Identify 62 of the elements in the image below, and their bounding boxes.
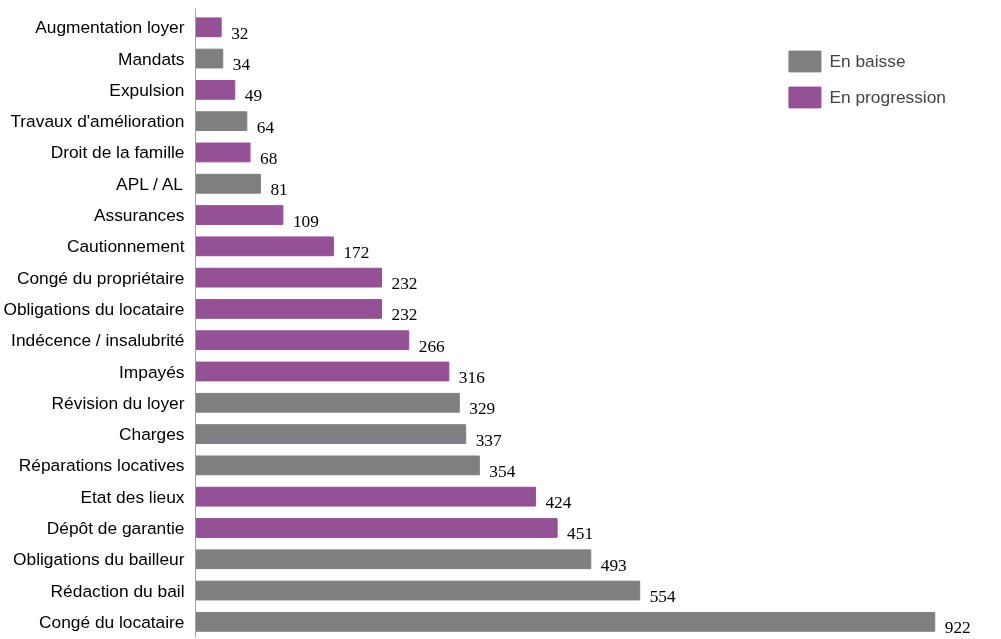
legend-label: En baisse — [829, 50, 906, 72]
y-tick-label: Expulsion — [109, 79, 185, 100]
data-label: 337 — [475, 430, 503, 450]
data-label: 329 — [469, 399, 496, 419]
bar — [195, 267, 383, 288]
y-tick-label: Augmentation loyer — [35, 17, 185, 38]
y-tick-label: Congé du propriétaire — [16, 267, 185, 288]
bar — [195, 173, 261, 194]
bar — [195, 424, 467, 444]
y-tick-label: Indécence / insalubrité — [11, 330, 185, 351]
data-label: 451 — [567, 524, 594, 544]
y-tick-label: APL / AL — [116, 173, 184, 194]
bar — [195, 549, 592, 570]
data-label: 922 — [944, 618, 971, 638]
bar — [195, 486, 536, 507]
y-tick-label: Obligations du locataire — [3, 298, 185, 319]
y-tick-label: Dépôt de garantie — [46, 517, 185, 538]
data-label: 232 — [391, 305, 418, 325]
bar — [195, 361, 450, 382]
bar — [195, 392, 460, 413]
bar — [195, 205, 284, 225]
y-tick-label: Mandats — [118, 48, 185, 69]
data-label: 554 — [649, 587, 677, 607]
data-label: 81 — [270, 180, 288, 200]
legend-label: En progression — [829, 86, 946, 108]
y-tick-label: Assurances — [93, 205, 185, 226]
data-label: 49 — [244, 86, 263, 106]
y-tick-label: Impayés — [119, 361, 185, 382]
data-label: 109 — [292, 211, 319, 231]
y-tick-label: Congé du locataire — [39, 611, 185, 632]
bar — [195, 518, 558, 538]
data-label: 316 — [458, 368, 486, 387]
y-tick-label: Réparations locatives — [18, 455, 185, 476]
data-label: 232 — [391, 274, 418, 294]
bar — [195, 48, 224, 69]
y-tick-label: Charges — [119, 424, 185, 445]
bar — [195, 611, 936, 632]
bar — [195, 236, 334, 257]
y-tick-label: Révision du loyer — [51, 392, 185, 413]
bar — [195, 111, 248, 132]
y-tick-label: Rédaction du bail — [50, 580, 185, 601]
data-label: 68 — [260, 148, 278, 168]
bar — [195, 299, 383, 319]
data-label: 34 — [232, 55, 251, 75]
bar — [195, 580, 641, 601]
y-tick-label: Travaux d'amélioration — [10, 111, 185, 132]
data-label: 64 — [256, 117, 275, 137]
data-label: 493 — [600, 555, 627, 575]
y-tick-label: Droit de la famille — [50, 142, 185, 163]
data-label: 424 — [545, 493, 572, 513]
data-label: 354 — [489, 461, 516, 481]
data-label: 32 — [231, 23, 249, 43]
bar — [195, 455, 480, 476]
y-tick-label: Etat des lieux — [80, 486, 185, 507]
bar — [195, 330, 410, 351]
bar — [195, 17, 222, 38]
bar — [195, 142, 251, 163]
data-label: 266 — [418, 336, 446, 356]
y-tick-label: Obligations du bailleur — [13, 549, 185, 570]
data-label: 172 — [343, 242, 370, 262]
bar — [195, 79, 236, 100]
y-tick-label: Cautionnement — [66, 236, 185, 257]
